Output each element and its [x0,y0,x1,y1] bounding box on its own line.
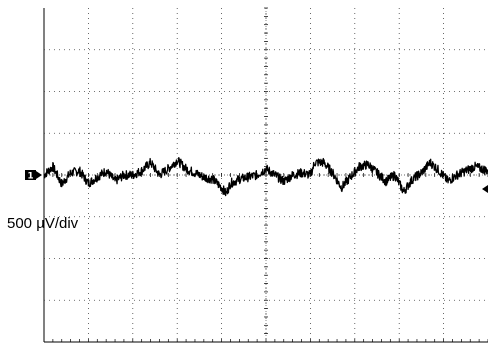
channel-1-box [25,170,36,180]
channel-1-marker: 1 [25,170,42,182]
trigger-level-arrow [482,185,488,193]
channel-1-arrow [36,171,42,179]
series-line [43,157,488,197]
channel-markers: 1 [25,170,488,193]
waveform-trace [43,157,488,197]
volts-per-division-label: 500 µV/div [7,215,79,232]
channel-1-number: 1 [27,172,33,182]
